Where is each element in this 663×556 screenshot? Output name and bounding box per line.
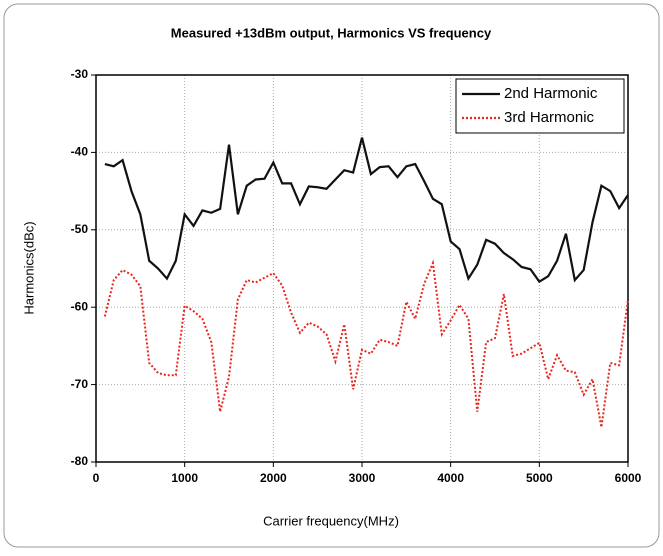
chart-title: Measured +13dBm output, Harmonics VS fre… [171,25,492,40]
plot-border [95,74,629,463]
x-tick-label: 0 [93,471,100,485]
y-tick-label: -30 [71,67,89,81]
x-tick-label: 1000 [171,471,198,485]
legend-label: 2nd Harmonic [504,85,598,102]
y-tick-label: -40 [71,145,89,159]
legend-label: 3rd Harmonic [504,109,595,126]
x-tick-label: 4000 [437,471,464,485]
y-axis-label: Harmonics(dBc) [21,221,36,314]
x-tick-label: 5000 [526,471,553,485]
y-tick-label: -60 [71,299,89,313]
y-tick-label: -70 [71,377,89,391]
x-tick-label: 2000 [260,471,287,485]
y-tick-label: -80 [71,454,89,468]
x-tick-label: 6000 [615,471,642,485]
series-line [104,137,629,284]
x-axis-label: Carrier frequency(MHz) [263,513,399,528]
legend-box [455,78,625,134]
x-tick-label: 3000 [349,471,376,485]
series-line [103,259,629,428]
y-tick-label: -50 [71,222,89,236]
